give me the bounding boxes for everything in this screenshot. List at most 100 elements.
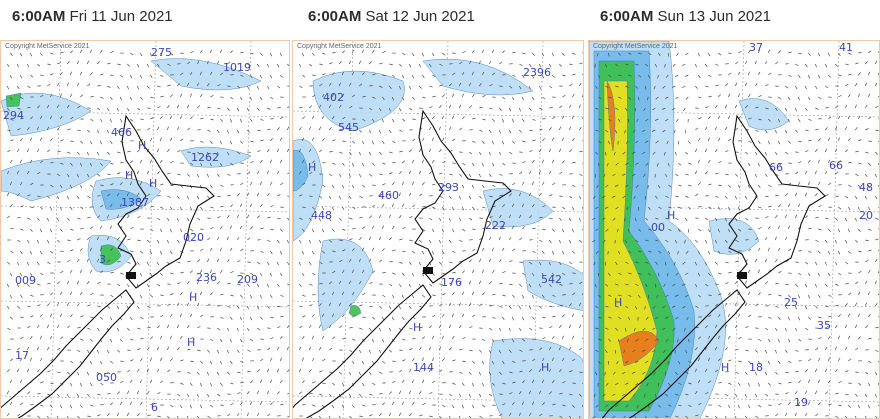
pressure-label: 222 [485,219,506,232]
precipitation-area [738,98,790,131]
precipitation-area [1,92,92,137]
pressure-label: H [413,321,421,334]
pressure-label: H [187,336,195,349]
precipitation-area [150,58,262,91]
pressure-label: 17 [15,349,29,362]
pressure-label: 19 [794,396,808,409]
new-zealand-coastline [601,114,826,418]
pressure-label: H [721,361,729,374]
pressure-label: 542 [541,273,562,286]
panel-time: 6:00AM [308,8,362,25]
precipitation-area [180,146,252,168]
pressure-label: 460 [378,189,399,202]
pressure-label: 6 [151,401,158,414]
pressure-label: 402 [323,91,344,104]
weather-map-svg: 402 545 2396 293 460 448 222 176 542 H 144 H H [293,41,583,418]
panel-date: Fri 11 Jun 2021 [69,8,173,25]
precipitation-area [100,189,142,210]
pressure-label: 294 [3,109,24,122]
south-island-outline [1,289,135,418]
map-panel-1: 6:00AM Fri 11 Jun 2021 275 1019 294 H 466 H 12… [0,0,290,419]
pressure-label: 3 [99,253,106,266]
pressure-label: 66 [829,159,843,172]
wind-arrow-field [298,49,583,418]
pressure-label: H [667,209,675,222]
precipitation-area [606,80,616,152]
pressure-label: H [308,161,316,174]
pressure-label: 545 [338,121,359,134]
pressure-label: 466 [111,126,132,139]
precipitation-area [708,218,760,255]
panel-date: Sun 13 Jun 2021 [657,8,771,25]
pressure-label: H [125,169,133,182]
weather-map-image: 37 41 66 66 48 20 H 25 35 18 H 19 00 H Copyright MetS… [588,40,880,419]
pressure-label: H [541,361,549,374]
pressure-label: 37 [749,41,763,54]
pressure-label: 050 [96,371,117,384]
precipitation-area [5,92,22,108]
pressure-label: 66 [769,161,783,174]
pressure-label: 25 [784,296,798,309]
wellington-marker [737,272,747,279]
precipitation-layer [589,41,790,418]
pressure-label: 1387 [121,196,149,209]
precipitation-area [1,157,112,202]
panel-title: 6:00AM Fri 11 Jun 2021 [12,8,173,25]
wind-arrow-field [6,49,289,418]
pressure-label: 176 [441,276,462,289]
pressure-label: 2396 [523,66,551,79]
map-panel-2: 6:00AM Sat 12 Jun 2021 402 545 2396 293 460 4… [292,0,584,419]
weather-map-image: 275 1019 294 H 466 H 1262 1387 H 020 3 009 236 209 H 05… [0,40,290,419]
pressure-label: 48 [859,181,873,194]
pressure-label: 20 [859,209,873,222]
map-copyright: Copyright MetService 2021 [593,43,678,50]
pressure-label: 275 [151,46,172,59]
pressure-label: 1019 [223,61,251,74]
south-island-outline [293,284,432,418]
pressure-label: 293 [438,181,459,194]
pressure-label: 35 [817,319,831,332]
precipitation-area [489,338,583,418]
pressure-label: H [138,139,146,152]
new-zealand-coastline [293,109,512,418]
north-island-outline [728,114,826,289]
map-copyright: Copyright MetService 2021 [297,43,382,50]
precipitation-area [618,330,660,367]
pressure-label: H [149,177,157,190]
pressure-label: H [614,296,622,309]
pressure-label: 18 [749,361,763,374]
pressure-labels: 402 545 2396 293 460 448 222 176 542 H 144 H H [308,66,562,374]
pressure-label: 448 [311,209,332,222]
pressure-label: H [189,291,197,304]
new-zealand-coastline [1,114,215,418]
precipitation-area [312,70,405,132]
map-panel-3: 6:00AM Sun 13 Jun 2021 37 41 66 66 48 20 H 25 35… [588,0,880,419]
precipitation-area [422,58,534,96]
pressure-label: 41 [839,41,853,54]
pressure-label: 1262 [191,151,219,164]
precipitation-area [603,80,658,402]
pressure-label: 00 [651,221,665,234]
pressure-label: 009 [15,274,36,287]
pressure-label: 236 [196,271,217,284]
wellington-marker [126,272,136,279]
south-island-outline [601,289,746,418]
pressure-label: 144 [413,361,434,374]
panel-title: 6:00AM Sat 12 Jun 2021 [308,8,475,25]
north-island-outline [117,114,215,289]
north-island-outline [414,109,512,284]
pressure-label: 209 [237,273,258,286]
pressure-label: 020 [183,231,204,244]
panel-title: 6:00AM Sun 13 Jun 2021 [600,8,771,25]
panel-time: 6:00AM [600,8,654,25]
precipitation-area [100,244,122,266]
wind-arrow-field [592,49,879,418]
panel-date: Sat 12 Jun 2021 [365,8,475,25]
precipitation-area [522,259,583,311]
panel-time: 6:00AM [12,8,66,25]
precipitation-layer [1,58,262,273]
